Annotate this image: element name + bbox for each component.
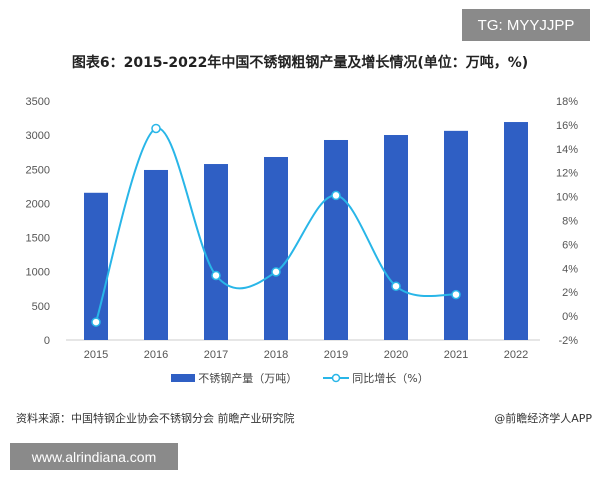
x-tick: 2018	[264, 349, 288, 361]
y-left-tick: 2000	[26, 198, 50, 210]
y-left-tick: 1000	[26, 267, 50, 279]
y-right-tick: 14%	[556, 144, 578, 156]
growth-line	[95, 127, 457, 323]
x-tick: 2020	[384, 349, 408, 361]
x-tick: 2015	[84, 349, 108, 361]
growth-point-2021	[451, 289, 461, 300]
legend-label: 不锈钢产量（万吨）	[198, 372, 298, 385]
bar-2017	[204, 164, 228, 340]
y-left-tick: 0	[44, 335, 50, 347]
y-left-tick: 3000	[26, 130, 50, 142]
bar-2021	[444, 130, 468, 340]
bar-2022	[504, 122, 528, 340]
y-right-tick: 0%	[562, 311, 578, 323]
x-tick: 2021	[444, 349, 468, 361]
x-tick: 2016	[144, 349, 168, 361]
y-right-tick: 2%	[562, 287, 578, 299]
y-left-tick: 3500	[26, 96, 50, 108]
growth-point-2019	[331, 190, 341, 201]
source-note: 资料来源：中国特钢企业协会不锈钢分会 前瞻产业研究院	[16, 412, 295, 425]
bar-2020	[384, 135, 408, 340]
y-right-tick: 6%	[562, 239, 578, 251]
x-tick: 2022	[504, 349, 528, 361]
y-left-tick: 2500	[26, 164, 50, 176]
chart: 0 500 1000 1500 2000 2500 3000 3500 -2% 0% 2% 4% 6% 8…	[26, 96, 579, 361]
growth-point-2017	[211, 270, 221, 281]
bar-2019	[324, 139, 348, 340]
legend-label: 同比增长（%）	[352, 372, 429, 385]
y-right-tick: 12%	[556, 168, 578, 180]
legend-swatch-bar	[171, 374, 196, 382]
bar-2018	[264, 156, 288, 340]
y-left-tick: 500	[32, 301, 50, 313]
legend-item-bar: 不锈钢产量（万吨）	[171, 370, 297, 386]
y-right-tick: 10%	[556, 192, 578, 204]
legend-item-line: 同比增长（%）	[323, 370, 429, 386]
growth-point-2020	[391, 281, 401, 291]
y-right-tick: 4%	[562, 263, 578, 275]
watermark-tg: TG: MYYJJPP	[462, 9, 590, 41]
bar-2015	[84, 192, 108, 340]
bar-2016	[144, 169, 168, 340]
growth-point-2018	[271, 267, 281, 277]
x-tick: 2017	[204, 349, 228, 361]
legend: 不锈钢产量（万吨） 同比增长（%）	[0, 370, 600, 386]
growth-point-2016	[151, 123, 161, 134]
y-right-tick: -2%	[558, 335, 578, 347]
chart-title: 图表6：2015-2022年中国不锈钢粗钢产量及增长情况(单位：万吨，%)	[71, 55, 529, 71]
app-credit: @前瞻经济学人APP	[494, 412, 592, 425]
y-left-tick: 1500	[26, 233, 50, 245]
watermark-site: www.alrindiana.com	[10, 443, 178, 470]
growth-point-2015	[91, 317, 101, 327]
legend-swatch-line	[323, 373, 350, 383]
y-right-tick: 18%	[556, 96, 578, 108]
x-tick: 2019	[324, 349, 348, 361]
y-right-tick: 8%	[562, 216, 578, 228]
y-right-tick: 16%	[556, 120, 578, 132]
